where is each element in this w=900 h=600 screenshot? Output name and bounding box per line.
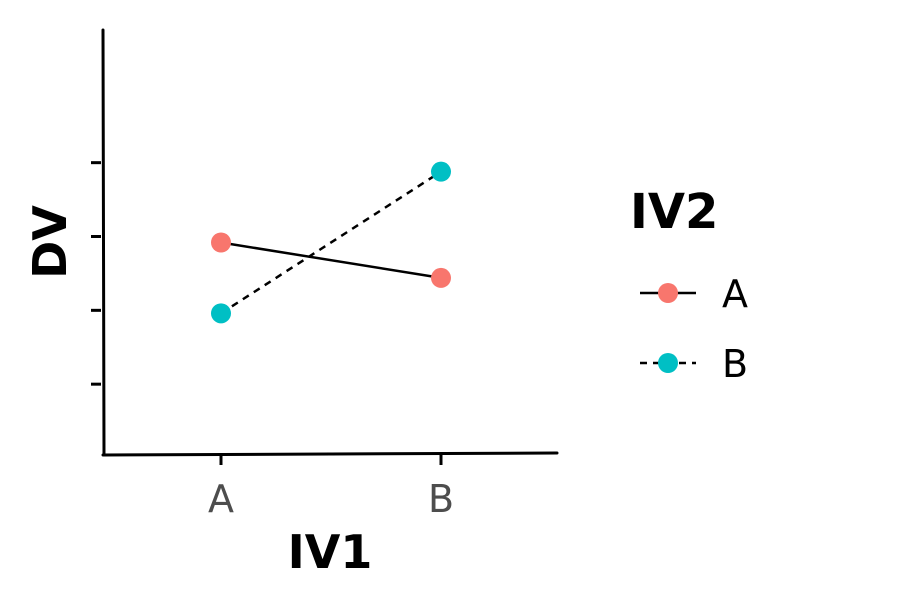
legend-label-a: A <box>722 272 748 316</box>
point-b-a <box>211 303 231 324</box>
y-axis-line <box>101 28 106 457</box>
x-axis-title: IV1 <box>288 525 373 579</box>
point-a-b <box>431 267 451 288</box>
series-lines <box>220 170 442 315</box>
legend-key-point-b <box>658 353 678 373</box>
legend-entries: AB <box>640 272 748 386</box>
series-line-b <box>220 170 442 315</box>
point-b-b <box>431 161 451 182</box>
y-axis-title: DV <box>23 205 77 279</box>
x-tick-label-b: B <box>428 477 454 521</box>
legend-key-point-a <box>658 283 678 303</box>
y-ticks <box>91 161 101 386</box>
legend-title: IV2 <box>630 184 718 240</box>
series-line-a <box>220 241 442 280</box>
x-tick-label-a: A <box>208 477 234 521</box>
point-a-a <box>211 232 231 253</box>
legend-label-b: B <box>722 342 748 386</box>
x-axis-line <box>101 451 559 457</box>
legend: IV2 AB <box>630 184 748 386</box>
series-points <box>211 161 451 324</box>
